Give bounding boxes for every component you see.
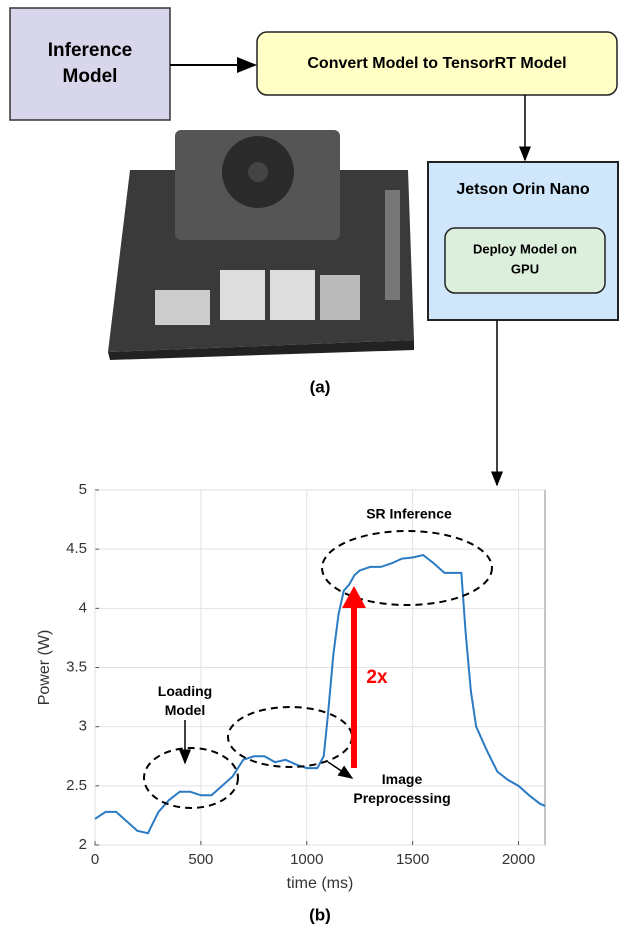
board-illustration bbox=[108, 130, 414, 360]
x-axis-label: time (ms) bbox=[287, 875, 354, 892]
caption: (b) bbox=[309, 905, 331, 924]
convert-box bbox=[256, 31, 618, 96]
red-arrow-head bbox=[342, 586, 366, 608]
y-tick-label: 2 bbox=[79, 836, 87, 853]
x-tick-label: 2000 bbox=[502, 851, 535, 868]
deploy-box bbox=[444, 227, 606, 294]
annotation: Model bbox=[165, 702, 205, 718]
y-tick-label: 4.5 bbox=[66, 540, 87, 557]
y-tick-label: 3.5 bbox=[66, 658, 87, 675]
caption: (a) bbox=[310, 377, 331, 396]
node-label: Convert Model to TensorRT Model bbox=[307, 55, 566, 72]
node-label: Deploy Model on bbox=[473, 241, 577, 256]
highlight-ellipse bbox=[143, 747, 239, 809]
node-label: Inference bbox=[48, 40, 132, 61]
y-tick-label: 5 bbox=[79, 481, 87, 498]
annotation: Loading bbox=[158, 683, 212, 699]
annotation: SR Inference bbox=[366, 506, 452, 522]
node-label: GPU bbox=[511, 261, 539, 276]
inference-box bbox=[9, 7, 171, 121]
y-axis-label: Power (W) bbox=[36, 630, 53, 706]
y-tick-label: 3 bbox=[79, 718, 87, 735]
annotation: 2x bbox=[366, 667, 388, 688]
data-line bbox=[94, 554, 546, 835]
plot bbox=[94, 489, 546, 846]
node-label: Jetson Orin Nano bbox=[456, 181, 590, 198]
arrow bbox=[327, 761, 354, 779]
annotation: Preprocessing bbox=[353, 790, 450, 806]
node-label: Model bbox=[63, 66, 118, 87]
y-tick-label: 2.5 bbox=[66, 777, 87, 794]
x-tick-label: 0 bbox=[91, 851, 99, 868]
x-tick-label: 1000 bbox=[290, 851, 323, 868]
y-tick-label: 4 bbox=[79, 599, 87, 616]
x-tick-label: 1500 bbox=[396, 851, 429, 868]
annotation: Image bbox=[382, 771, 423, 787]
highlight-ellipse bbox=[321, 530, 493, 606]
x-tick-label: 500 bbox=[188, 851, 213, 868]
